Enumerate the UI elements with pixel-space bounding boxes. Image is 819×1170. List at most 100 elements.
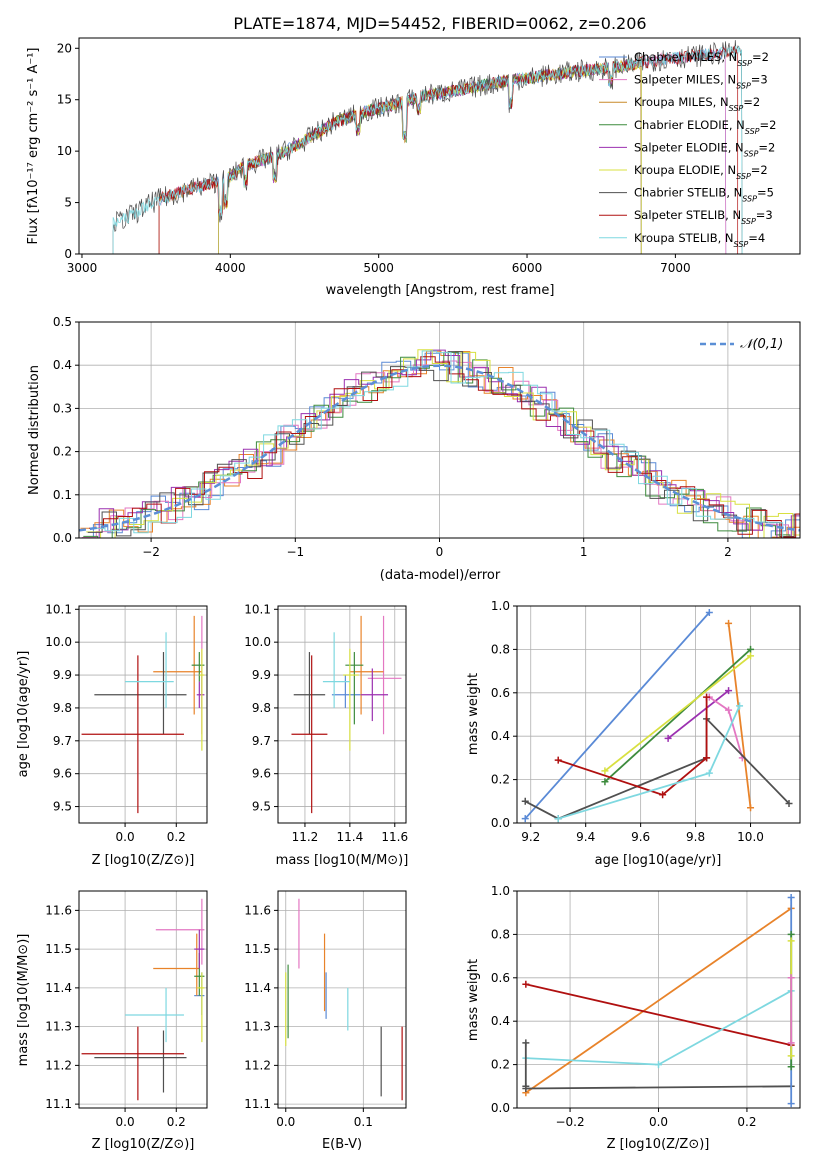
- legend-entry: Chabrier STELIB, NSSP=5: [634, 186, 774, 204]
- legend-entry: Chabrier MILES, NSSP=2: [634, 50, 769, 68]
- y-tick-label: 0.2: [491, 773, 510, 787]
- weight-vs-age-panel: 9.2 9.4 9.6 9.8 10.0 0.0 0.2 0.4 0.6 0.8 1.0 age […: [466, 599, 801, 868]
- y-tick-label: 9.8: [53, 701, 72, 715]
- y-tick-label: 11.5: [244, 942, 271, 956]
- mass-vs-Z-ylabel: mass [log10(M/M⊙)]: [16, 934, 31, 1067]
- weight-marker: [747, 652, 755, 660]
- weight-marker: [787, 894, 795, 902]
- age-vs-Z-xlabel: Z [log10(Z/Z⊙)]: [92, 853, 195, 868]
- weight-marker: [787, 1063, 795, 1071]
- age-vs-Z-ylabel: age [log10(age/yr)]: [16, 651, 31, 778]
- spectrum-xlabel: wavelength [Angstrom, rest frame]: [326, 283, 555, 298]
- weight-vs-Z-ylabel: mass weight: [466, 959, 481, 1041]
- residual-xlabel: (data-model)/error: [380, 568, 501, 583]
- residual-histogram: [89, 356, 800, 538]
- x-tick-label: 11.2: [292, 830, 319, 844]
- y-tick-label: 0.2: [53, 445, 72, 459]
- x-tick-label: 9.8: [686, 830, 705, 844]
- weight-marker: [659, 791, 667, 799]
- gaussian-label: 𝒩(0,1): [740, 337, 783, 352]
- y-tick-label: 11.1: [45, 1097, 72, 1111]
- y-tick-label: 0.5: [53, 315, 72, 329]
- weight-marker: [787, 1052, 795, 1060]
- legend-entry: Kroupa MILES, NSSP=2: [634, 95, 760, 113]
- y-tick-label: 9.8: [252, 701, 271, 715]
- x-tick-label: 0.0: [116, 1115, 135, 1129]
- y-tick-label: 0.3: [53, 401, 72, 415]
- mass-vs-EBV-xlabel: E(B-V): [322, 1137, 362, 1152]
- x-tick-label: 0: [436, 545, 444, 559]
- legend-entry: Chabrier ELODIE, NSSP=2: [634, 118, 776, 136]
- weight-marker: [703, 693, 711, 701]
- weight-marker: [521, 815, 529, 823]
- weight-marker: [554, 815, 562, 823]
- y-tick-label: 0.6: [491, 971, 510, 985]
- residual-histogram: [86, 349, 800, 539]
- y-tick-label: 11.3: [244, 1020, 271, 1034]
- weight-series-line: [727, 623, 752, 808]
- gaussian-curve: [78, 364, 801, 532]
- weight-marker: [705, 769, 713, 777]
- weight-marker: [787, 1100, 795, 1108]
- spectrum-series-line: [158, 58, 642, 255]
- weight-marker: [747, 804, 755, 812]
- x-tick-label: 2: [724, 545, 732, 559]
- x-tick-label: 0.2: [167, 830, 186, 844]
- legend-entry: Kroupa STELIB, NSSP=4: [634, 231, 765, 249]
- weight-vs-Z-panel: −0.2 0.0 0.2 0.0 0.2 0.4 0.6 0.8 1.0 Z [log10(Z/…: [466, 884, 801, 1152]
- y-tick-label: 0.4: [491, 729, 510, 743]
- weight-series-line: [604, 655, 752, 772]
- y-tick-label: 11.1: [244, 1097, 271, 1111]
- y-tick-label: 11.2: [244, 1058, 271, 1072]
- residual-histogram: [90, 350, 800, 539]
- y-tick-label: 11.4: [45, 981, 72, 995]
- mass-vs-Z-xlabel: Z [log10(Z/Z⊙)]: [92, 1137, 195, 1152]
- y-tick-label: 9.6: [252, 767, 271, 781]
- weight-marker: [787, 974, 795, 982]
- y-tick-label: 0.6: [491, 686, 510, 700]
- x-tick-label: 7000: [660, 261, 691, 275]
- residual-legend: 𝒩(0,1): [700, 337, 783, 352]
- weight-marker: [725, 687, 733, 695]
- age-vs-Z-panel: 0.0 0.2 9.5 9.6 9.7 9.8 9.9 10.0 10.1 Z [log10(Z…: [16, 602, 208, 868]
- age-vs-mass-xlabel: mass [log10(M/M⊙)]: [276, 853, 409, 868]
- weight-series-line: [525, 1085, 792, 1090]
- y-tick-label: 0.4: [53, 358, 72, 372]
- weight-marker: [664, 734, 672, 742]
- x-tick-label: −2: [142, 545, 160, 559]
- y-tick-label: 5: [64, 196, 72, 210]
- x-tick-label: 5000: [363, 261, 394, 275]
- x-tick-label: 6000: [512, 261, 543, 275]
- x-tick-label: 1: [580, 545, 588, 559]
- weight-marker: [522, 1082, 530, 1090]
- weight-marker: [787, 1039, 795, 1047]
- y-tick-label: 20: [57, 41, 72, 55]
- x-tick-label: 9.2: [521, 830, 540, 844]
- residual-ylabel: Normed distribution: [27, 365, 42, 495]
- y-tick-label: 9.9: [252, 668, 271, 682]
- y-tick-label: 11.6: [45, 903, 72, 917]
- y-tick-label: 9.5: [252, 800, 271, 814]
- weight-marker: [747, 645, 755, 653]
- weight-vs-age-xlabel: age [log10(age/yr)]: [595, 853, 722, 868]
- weight-marker: [725, 706, 733, 714]
- y-tick-label: 10.1: [45, 602, 72, 616]
- weight-vs-age-ylabel: mass weight: [466, 673, 481, 755]
- y-tick-label: 1.0: [491, 599, 510, 613]
- weight-series-line: [604, 648, 752, 783]
- x-tick-label: 3000: [67, 261, 98, 275]
- legend-entry: Kroupa ELODIE, NSSP=2: [634, 163, 768, 181]
- weight-marker: [725, 619, 733, 627]
- x-tick-label: 0.0: [116, 830, 135, 844]
- y-tick-label: 11.4: [244, 981, 271, 995]
- weight-marker: [787, 937, 795, 945]
- spectrum-ylabel: Flux [fλ10⁻¹⁷ erg cm⁻² s⁻¹ A⁻¹]: [26, 48, 41, 245]
- x-tick-label: 11.4: [337, 830, 364, 844]
- age-vs-mass-panel: 11.2 11.4 11.6 9.5 9.6 9.7 9.8 9.9 10.0 10.1 mass…: [244, 602, 408, 868]
- weight-series-line: [524, 611, 710, 820]
- y-tick-label: 0.0: [491, 816, 510, 830]
- legend-entry: Salpeter ELODIE, NSSP=2: [634, 140, 775, 158]
- weight-marker: [521, 797, 529, 805]
- y-tick-label: 9.6: [53, 767, 72, 781]
- weight-marker: [785, 799, 793, 807]
